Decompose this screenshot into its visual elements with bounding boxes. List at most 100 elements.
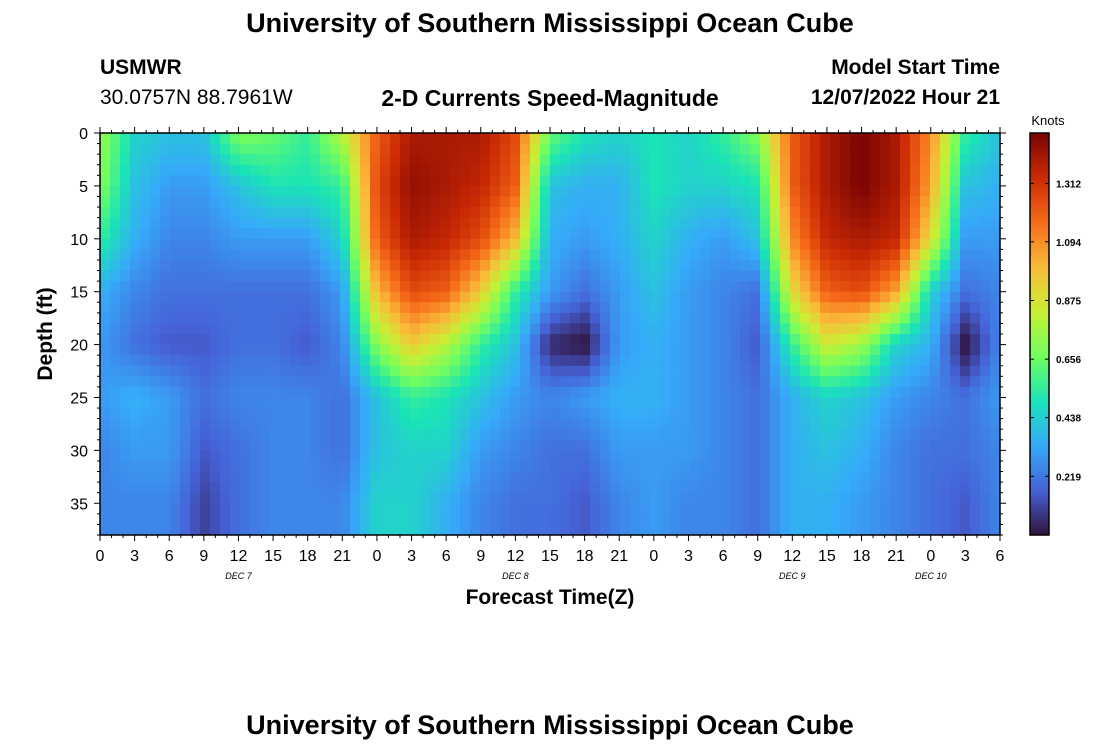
heatmap-cell	[930, 429, 941, 441]
heatmap-cell	[110, 185, 121, 198]
heatmap-cell	[120, 207, 131, 219]
heatmap-cell	[680, 143, 691, 155]
heatmap-cell	[700, 471, 711, 483]
heatmap-cell	[270, 207, 281, 219]
heatmap-cell	[960, 207, 971, 219]
heatmap-cell	[930, 408, 941, 420]
heatmap-cell	[610, 418, 621, 430]
heatmap-cell	[100, 386, 111, 399]
heatmap-cell	[420, 154, 431, 166]
heatmap-cell	[640, 418, 651, 430]
heatmap-cell	[810, 355, 821, 367]
heatmap-cell	[430, 397, 441, 409]
heatmap-cell	[820, 513, 831, 526]
heatmap-cell	[240, 418, 251, 430]
heatmap-cell	[620, 154, 631, 166]
heatmap-cell	[960, 503, 971, 515]
heatmap-cell	[630, 418, 641, 430]
heatmap-cell	[410, 143, 421, 155]
heatmap-cell	[400, 302, 411, 314]
heatmap-cell	[780, 460, 791, 473]
heatmap-cell	[900, 228, 911, 240]
heatmap-cell	[690, 344, 701, 356]
heatmap-cell	[510, 344, 521, 356]
heatmap-cell	[670, 429, 681, 441]
heatmap-cell	[660, 503, 671, 515]
heatmap-cell	[150, 365, 161, 377]
heatmap-cell	[210, 312, 221, 325]
heatmap-cell	[170, 270, 181, 282]
heatmap-cell	[640, 344, 651, 356]
heatmap-cell	[980, 418, 991, 430]
heatmap-cell	[720, 513, 731, 526]
heatmap-cell	[970, 238, 981, 250]
heatmap-cell	[170, 503, 181, 515]
heatmap-cell	[880, 376, 891, 388]
heatmap-cell	[510, 270, 521, 282]
x-axis-label: Forecast Time(Z)	[465, 586, 635, 609]
heatmap-cell	[330, 270, 341, 282]
heatmap-cell	[960, 228, 971, 240]
heatmap-cell	[960, 513, 971, 526]
heatmap-cell	[440, 450, 451, 462]
heatmap-cell	[380, 376, 391, 388]
heatmap-cell	[600, 270, 611, 282]
heatmap-cell	[300, 429, 311, 441]
heatmap-cell	[300, 238, 311, 250]
heatmap-cell	[480, 524, 491, 535]
heatmap-cell	[560, 312, 571, 325]
heatmap-cell	[450, 482, 461, 494]
heatmap-cell	[340, 344, 351, 356]
heatmap-cell	[250, 376, 261, 388]
heatmap-cell	[960, 175, 971, 187]
heatmap-cell	[440, 439, 451, 451]
heatmap-cell	[480, 418, 491, 430]
x-tick-label: 6	[442, 548, 451, 565]
heatmap-cell	[240, 312, 251, 325]
heatmap-cell	[300, 408, 311, 420]
heatmap-cell	[560, 334, 571, 346]
heatmap-cell	[220, 450, 231, 462]
heatmap-cell	[260, 217, 271, 229]
heatmap-cell	[880, 397, 891, 409]
heatmap-cell	[240, 344, 251, 356]
heatmap-cell	[180, 334, 191, 346]
heatmap-cell	[600, 513, 611, 526]
heatmap-cell	[460, 217, 471, 229]
heatmap-cell	[360, 439, 371, 451]
heatmap-cell	[700, 312, 711, 325]
heatmap-cell	[300, 259, 311, 272]
heatmap-cell	[630, 228, 641, 240]
heatmap-cell	[630, 270, 641, 282]
heatmap-cell	[470, 196, 481, 208]
heatmap-cell	[730, 355, 741, 367]
heatmap-cell	[860, 312, 871, 325]
heatmap-cell	[760, 270, 771, 282]
heatmap-cell	[360, 143, 371, 155]
heatmap-cell	[990, 376, 1000, 388]
heatmap-cell	[980, 334, 991, 346]
heatmap-cell	[220, 228, 231, 240]
heatmap-cell	[250, 397, 261, 409]
heatmap-cell	[190, 281, 201, 293]
heatmap-cell	[730, 164, 741, 176]
heatmap-cell	[880, 143, 891, 155]
heatmap-cell	[830, 365, 841, 377]
heatmap-cell	[260, 228, 271, 240]
heatmap-cell	[930, 355, 941, 367]
heatmap-cell	[180, 217, 191, 229]
heatmap-cell	[930, 133, 941, 145]
heatmap-cell	[560, 228, 571, 240]
y-tick-label: 30	[70, 443, 88, 460]
heatmap-cell	[510, 281, 521, 293]
heatmap-cell	[470, 281, 481, 293]
heatmap-cell	[860, 164, 871, 176]
heatmap-cell	[770, 164, 781, 176]
heatmap-cell	[220, 249, 231, 261]
heatmap-cell	[580, 334, 591, 346]
heatmap-cell	[340, 460, 351, 473]
heatmap-cell	[880, 513, 891, 526]
heatmap-cell	[310, 249, 321, 261]
heatmap-cell	[590, 164, 601, 176]
heatmap-cell	[670, 492, 681, 504]
